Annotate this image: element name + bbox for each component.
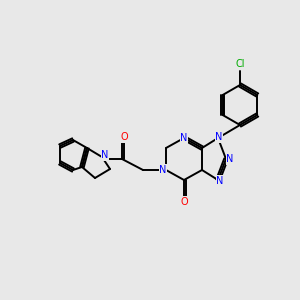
Text: O: O bbox=[120, 132, 128, 142]
Text: N: N bbox=[101, 150, 109, 160]
Text: O: O bbox=[180, 197, 188, 207]
Text: N: N bbox=[216, 176, 224, 186]
Text: N: N bbox=[180, 133, 188, 143]
Text: N: N bbox=[215, 132, 223, 142]
Text: Cl: Cl bbox=[235, 59, 245, 69]
Text: N: N bbox=[159, 165, 167, 175]
Text: N: N bbox=[226, 154, 234, 164]
